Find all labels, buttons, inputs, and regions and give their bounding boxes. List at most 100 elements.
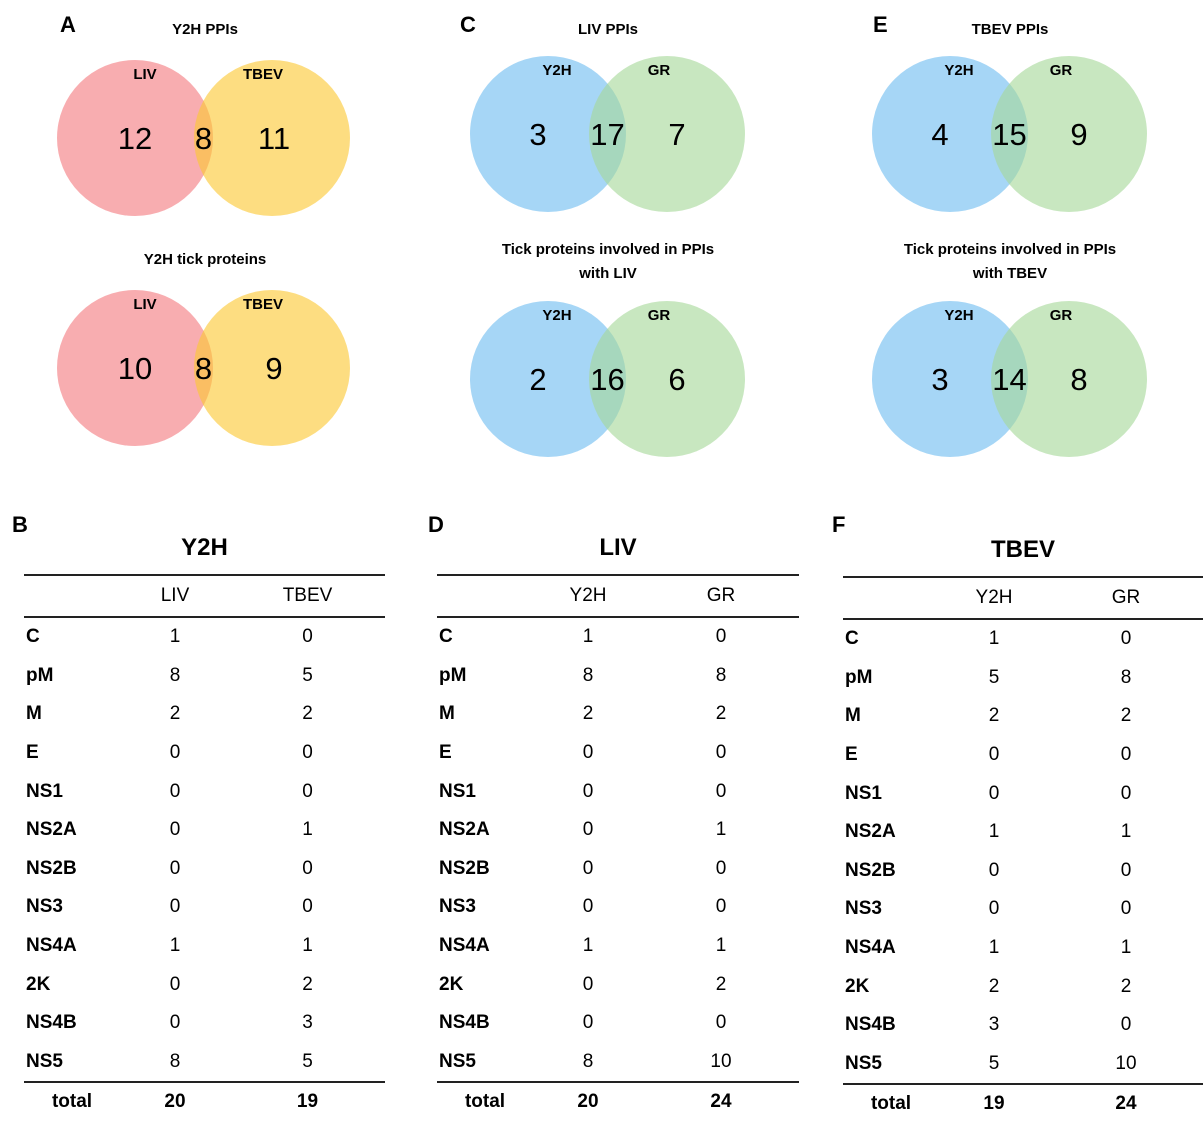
row-label: C [26, 626, 40, 648]
table-row: NS2B 0 0 [24, 850, 385, 889]
venn-count-right: 11 [258, 121, 290, 156]
row-label: E [439, 742, 452, 764]
table-cell: 0 [582, 780, 594, 802]
table-cell: 0 [169, 819, 181, 841]
venn-set-label: Y2H [944, 307, 973, 324]
venn-count-right: 7 [668, 117, 685, 152]
table-row: NS1 0 0 [437, 772, 799, 811]
table-row: NS4B 0 0 [437, 1004, 799, 1043]
row-label: E [845, 744, 858, 766]
table-cell: 2 [988, 975, 1000, 997]
table-cell: 0 [1120, 628, 1132, 650]
table-cell: 0 [582, 742, 594, 764]
venn-circle [991, 56, 1147, 212]
table-cell: 24 [643, 1081, 799, 1122]
table-cell: 0 [715, 896, 727, 918]
row-label: NS4B [26, 1012, 77, 1034]
row-label: NS4B [845, 1014, 896, 1036]
table-cell: 0 [715, 626, 727, 648]
table-cell: 8 [169, 664, 181, 686]
table-cell: 1 [988, 821, 1000, 843]
table-row: C 1 0 [24, 617, 385, 657]
venn-6: Tick proteins involved in PPIs with TBEV Y… [872, 241, 1147, 457]
table-row: C 1 0 [843, 619, 1203, 659]
table-column-header: GR [643, 574, 799, 618]
row-label: NS2B [439, 857, 490, 879]
table-row: C 1 0 [437, 617, 799, 657]
table-cell: 19 [939, 1083, 1049, 1124]
panel-table: LIV TBEV C 1 0 pM 8 5 M 2 2 E 0 0 NS1 0 0 NS2A 0 1 NS2B 0 0 NS3… [24, 574, 385, 1122]
table-title: TBEV [990, 536, 1055, 563]
venn-count-overlap: 8 [195, 121, 212, 156]
venn-set-label: Y2H [944, 62, 973, 79]
table-cell: 8 [169, 1050, 181, 1072]
table-row: NS4B 3 0 [843, 1006, 1203, 1045]
table-row: E 0 0 [24, 734, 385, 773]
table-cell: 0 [715, 857, 727, 879]
table-column-header: Y2H [939, 576, 1049, 620]
table-cell: 1 [715, 819, 727, 841]
row-label: NS2A [845, 821, 896, 843]
venn-circle [57, 60, 213, 216]
table-row: pM 5 8 [843, 659, 1203, 698]
venn-count-left: 4 [931, 117, 948, 152]
table-column-header: GR [1049, 576, 1203, 620]
table-cell: 5 [302, 664, 313, 686]
table-row: E 0 0 [437, 734, 799, 773]
table-cell: 2 [582, 703, 594, 725]
row-label: NS4B [439, 1012, 490, 1034]
panel-table: Y2H GR C 1 0 pM 5 8 M 2 2 E 0 0 NS1 0 0 NS2A 1 1 NS2B 0 0 NS3 0 0… [843, 576, 1203, 1124]
venn-circle [194, 290, 350, 446]
table-cell: 1 [169, 626, 181, 648]
table-cell: 2 [988, 705, 1000, 727]
table-cell: 0 [169, 857, 181, 879]
venn-circle [194, 60, 350, 216]
table-cell: 5 [988, 1052, 1000, 1074]
row-label: NS5 [26, 1050, 63, 1072]
venn-count-left: 2 [529, 362, 546, 397]
row-label: M [845, 705, 861, 727]
table-row: 2K 0 2 [24, 965, 385, 1004]
venn-circle [470, 56, 626, 212]
table-cell: 0 [1120, 782, 1132, 804]
table-cell: 1 [715, 935, 727, 957]
table-row: M 2 2 [437, 695, 799, 734]
table-cell: 1 [302, 819, 313, 841]
row-label: total [843, 1083, 939, 1124]
row-label: total [437, 1081, 533, 1122]
venn-set-label: LIV [133, 296, 156, 313]
panel-letter-a: A [60, 12, 76, 37]
venn-set-label: LIV [133, 66, 156, 83]
venn-count-overlap: 17 [590, 117, 624, 152]
table-cell: 1 [302, 935, 313, 957]
venn-count-overlap: 16 [590, 362, 624, 397]
venn-3: LIV PPIs Y2H GR 3 17 7 [470, 21, 745, 212]
table-cell: 0 [302, 626, 313, 648]
table-title: Y2H [181, 534, 228, 561]
venn-circle [57, 290, 213, 446]
table-cell: 0 [582, 896, 594, 918]
table-cell: 19 [230, 1081, 385, 1122]
table-cell: 2 [715, 703, 727, 725]
table-cell: 3 [988, 1014, 1000, 1036]
table-cell: 2 [169, 703, 181, 725]
venn-circle [991, 301, 1147, 457]
venn-circle [589, 301, 745, 457]
table-cell: 0 [1120, 859, 1132, 881]
table-cell: 0 [988, 898, 1000, 920]
row-label: pM [439, 664, 467, 686]
table-row: NS5 8 5 [24, 1043, 385, 1083]
venn-set-label: GR [648, 62, 671, 79]
table-cell: 0 [1120, 1014, 1132, 1036]
row-label: 2K [845, 975, 870, 997]
table-cell: 0 [302, 742, 313, 764]
table-row: NS1 0 0 [24, 772, 385, 811]
venn-set-label: GR [1050, 62, 1073, 79]
table-column-header: Y2H [533, 574, 643, 618]
panel-letter-b: B [12, 512, 28, 537]
row-label: NS2A [26, 819, 77, 841]
venn-set-label: Y2H [542, 62, 571, 79]
table-row: NS2B 0 0 [437, 850, 799, 889]
table-row: M 2 2 [24, 695, 385, 734]
panel-letter-e: E [873, 12, 888, 37]
